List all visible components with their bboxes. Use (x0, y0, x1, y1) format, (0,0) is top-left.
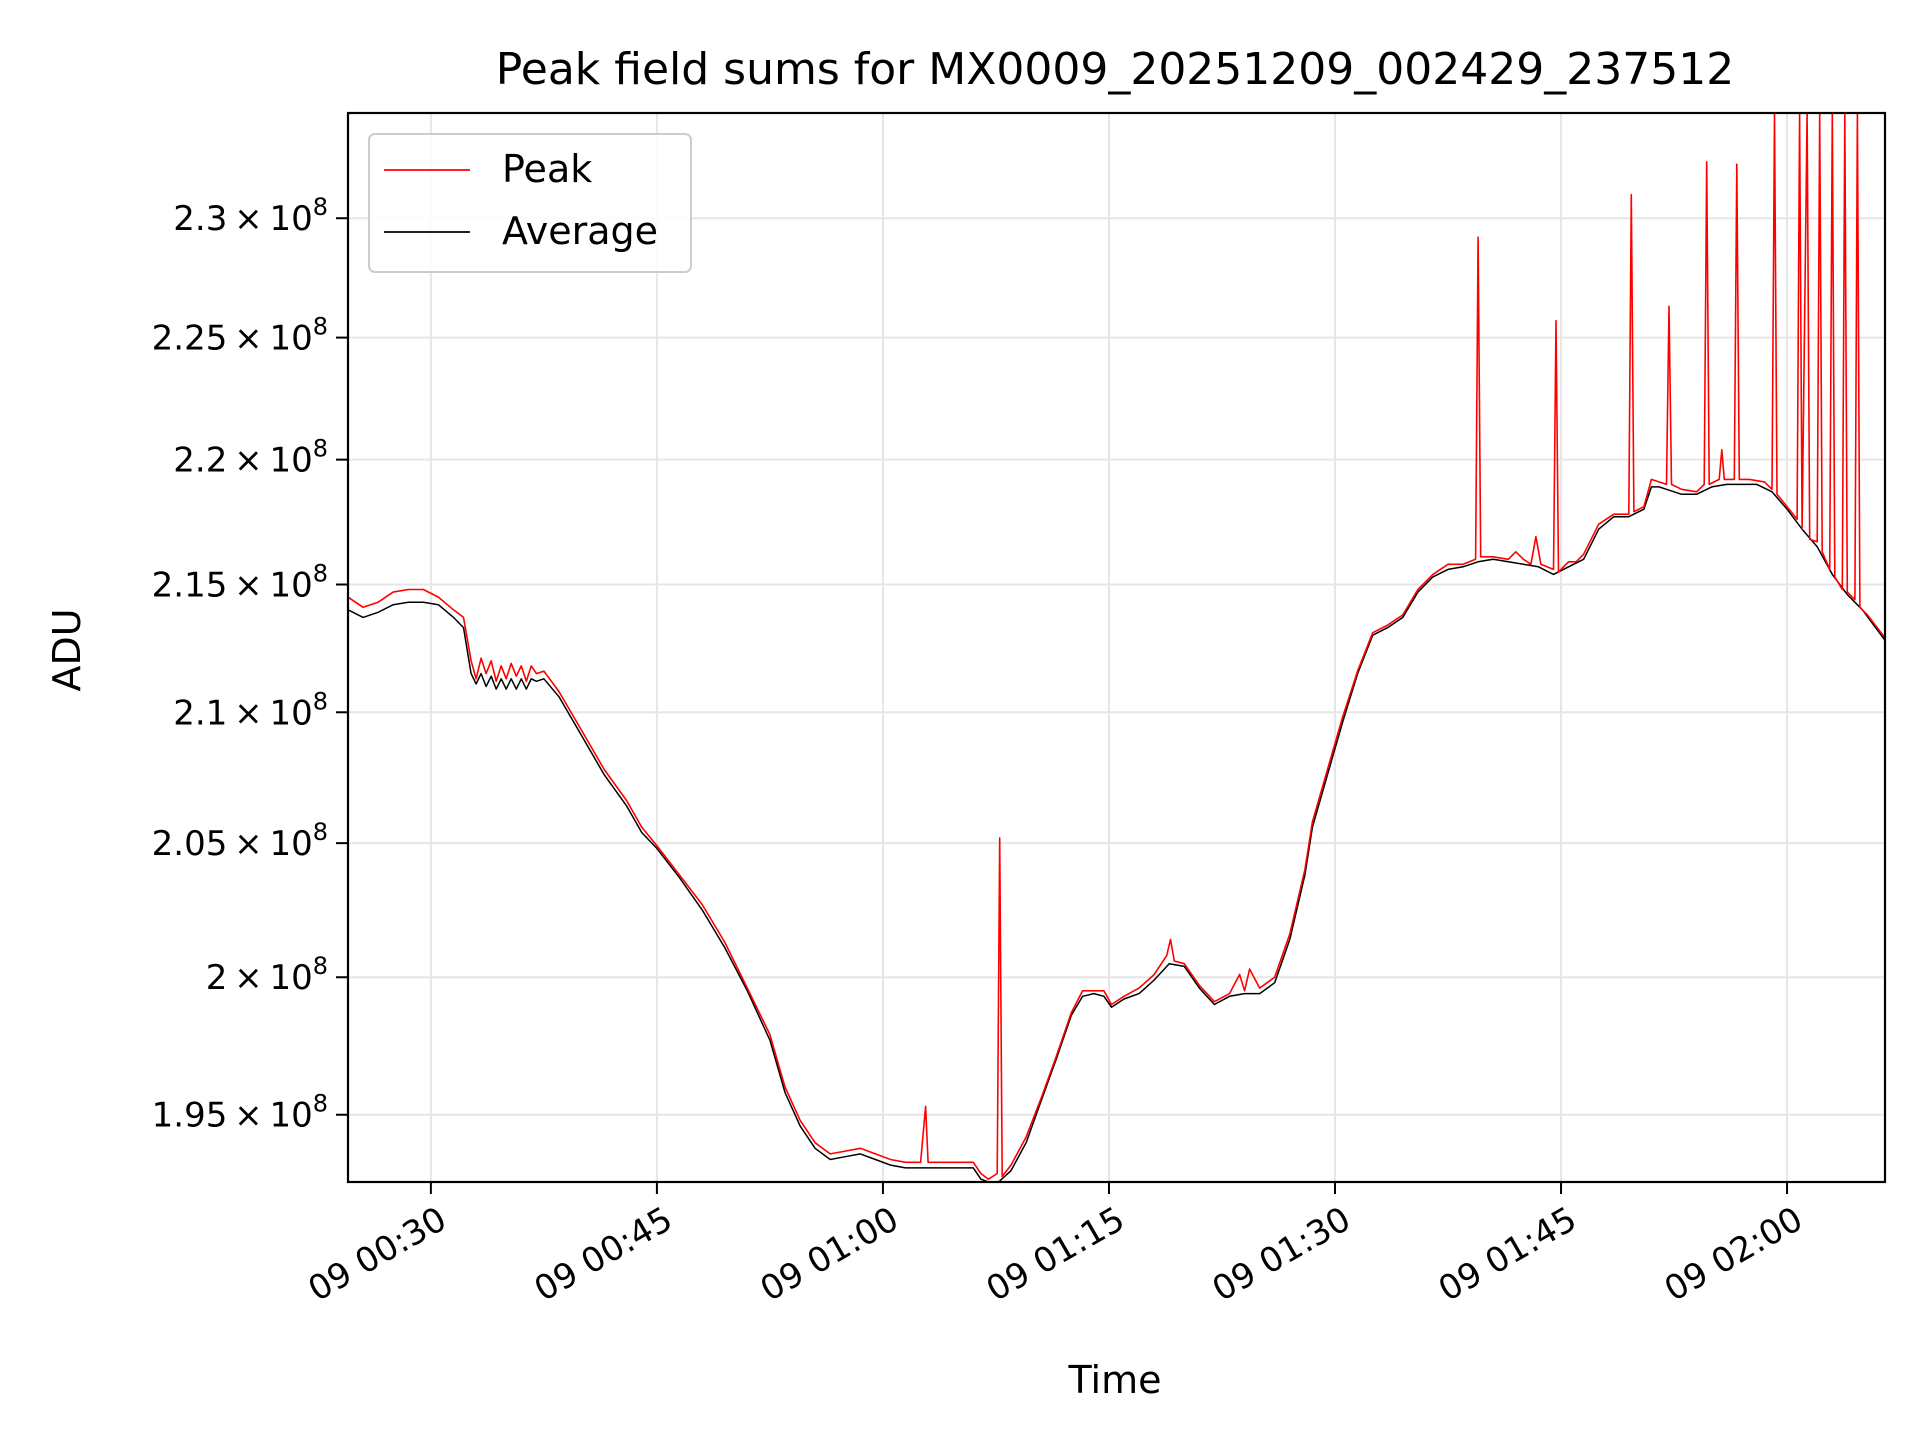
grid (348, 113, 1885, 1182)
y-tick-mantissa: 2.15 (152, 565, 228, 605)
y-tick-base: × 10 (227, 824, 312, 864)
legend-label-peak: Peak (502, 147, 592, 191)
y-tick-exponent: 8 (313, 435, 328, 463)
legend-box (368, 133, 692, 273)
y-tick-base: × 10 (227, 199, 312, 239)
y-tick-base: × 10 (227, 565, 312, 605)
x-axis-label: Time (1068, 1358, 1162, 1402)
y-tick-exponent: 8 (313, 193, 328, 221)
y-tick-base: × 10 (227, 1096, 312, 1136)
y-tick-mantissa: 2.1 (173, 693, 227, 733)
y-tick-label: 2.05 × 108 (152, 818, 328, 864)
y-tick-base: × 10 (227, 693, 312, 733)
chart-title: Peak field sums for MX0009_20251209_0024… (496, 44, 1734, 95)
y-tick-label: 2.2 × 108 (173, 435, 328, 481)
y-tick-label: 2 × 108 (206, 952, 328, 998)
y-tick-exponent: 8 (313, 313, 328, 341)
y-tick-exponent: 8 (313, 1090, 328, 1118)
y-tick-base: × 10 (227, 319, 312, 359)
y-tick-base: × 10 (227, 441, 312, 481)
y-tick-exponent: 8 (313, 952, 328, 980)
legend-label-average: Average (502, 209, 658, 253)
y-tick-label: 1.95 × 108 (152, 1090, 328, 1136)
series-line-average (348, 483, 1885, 1182)
y-tick-label: 2.1 × 108 (173, 687, 328, 733)
y-axis-label: ADU (45, 608, 89, 691)
y-tick-mantissa: 2.05 (152, 824, 228, 864)
y-tick-label: 2.15 × 108 (152, 559, 328, 605)
series-layer (348, 113, 1885, 1182)
y-tick-mantissa: 2 (206, 958, 228, 998)
y-tick-mantissa: 2.25 (152, 319, 228, 359)
y-tick-exponent: 8 (313, 818, 328, 846)
y-tick-label: 2.3 × 108 (173, 193, 328, 239)
y-tick-mantissa: 2.2 (173, 441, 227, 481)
y-tick-mantissa: 2.3 (173, 199, 227, 239)
plot-frame (346, 111, 1887, 1184)
y-tick-exponent: 8 (313, 687, 328, 715)
series-line-peak (348, 113, 1885, 1180)
y-tick-label: 2.25 × 108 (152, 313, 328, 359)
y-tick-base: × 10 (227, 958, 312, 998)
y-tick-exponent: 8 (313, 559, 328, 587)
legend: Peak Average (368, 133, 692, 273)
y-tick-mantissa: 1.95 (152, 1096, 228, 1136)
